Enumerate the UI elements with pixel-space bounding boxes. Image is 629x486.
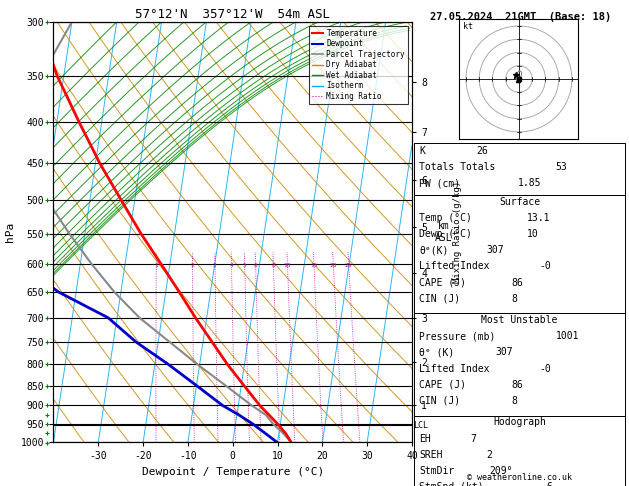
- Text: kt: kt: [464, 22, 474, 31]
- Text: CIN (J): CIN (J): [419, 396, 460, 406]
- Text: Totals Totals: Totals Totals: [419, 162, 495, 173]
- Y-axis label: km
ASL: km ASL: [435, 221, 452, 243]
- Text: CIN (J): CIN (J): [419, 294, 460, 304]
- Text: 4: 4: [230, 263, 233, 268]
- Text: 25: 25: [345, 263, 352, 268]
- Text: 1001: 1001: [555, 331, 579, 342]
- Text: θᵉ(K): θᵉ(K): [419, 245, 448, 256]
- Text: EH: EH: [419, 434, 431, 444]
- Text: 1: 1: [154, 263, 158, 268]
- Text: 209°: 209°: [489, 466, 513, 476]
- Text: 13.1: 13.1: [527, 213, 550, 224]
- Text: 7: 7: [470, 434, 476, 444]
- Text: 15: 15: [310, 263, 318, 268]
- Text: CAPE (J): CAPE (J): [419, 278, 466, 288]
- Text: 8: 8: [511, 396, 517, 406]
- Text: 20: 20: [330, 263, 337, 268]
- Text: StmSpd (kt): StmSpd (kt): [419, 482, 484, 486]
- Text: K: K: [419, 146, 425, 156]
- Text: 86: 86: [511, 278, 523, 288]
- Text: Hodograph: Hodograph: [493, 417, 546, 428]
- Text: 10: 10: [284, 263, 291, 268]
- Text: PW (cm): PW (cm): [419, 178, 460, 189]
- Text: 1.85: 1.85: [518, 178, 541, 189]
- Text: Dewp (°C): Dewp (°C): [419, 229, 472, 240]
- Text: 6: 6: [253, 263, 257, 268]
- Text: StmDir: StmDir: [419, 466, 454, 476]
- Text: 53: 53: [555, 162, 567, 173]
- Y-axis label: hPa: hPa: [6, 222, 15, 242]
- Text: 6: 6: [546, 482, 552, 486]
- Title: 57°12'N  357°12'W  54m ASL: 57°12'N 357°12'W 54m ASL: [135, 8, 330, 21]
- Text: 10: 10: [527, 229, 539, 240]
- Text: LCL: LCL: [413, 420, 428, 430]
- Text: 8: 8: [272, 263, 276, 268]
- Text: 2: 2: [486, 450, 492, 460]
- Text: 86: 86: [511, 380, 523, 390]
- Text: Most Unstable: Most Unstable: [481, 315, 558, 326]
- Text: Lifted Index: Lifted Index: [419, 261, 489, 272]
- Text: 307: 307: [496, 347, 513, 358]
- Text: Pressure (mb): Pressure (mb): [419, 331, 495, 342]
- Text: 3: 3: [213, 263, 217, 268]
- X-axis label: Dewpoint / Temperature (°C): Dewpoint / Temperature (°C): [142, 467, 324, 477]
- Text: Temp (°C): Temp (°C): [419, 213, 472, 224]
- Text: Lifted Index: Lifted Index: [419, 364, 489, 374]
- Text: Surface: Surface: [499, 197, 540, 208]
- Text: 27.05.2024  21GMT  (Base: 18): 27.05.2024 21GMT (Base: 18): [430, 12, 611, 22]
- Text: 8: 8: [511, 294, 517, 304]
- Text: © weatheronline.co.uk: © weatheronline.co.uk: [467, 473, 572, 482]
- Text: θᵉ (K): θᵉ (K): [419, 347, 454, 358]
- Text: -0: -0: [540, 364, 552, 374]
- Text: CAPE (J): CAPE (J): [419, 380, 466, 390]
- Text: 307: 307: [486, 245, 504, 256]
- Text: -0: -0: [540, 261, 552, 272]
- Text: Mixing Ratio (g/kg): Mixing Ratio (g/kg): [454, 181, 462, 283]
- Text: SREH: SREH: [419, 450, 442, 460]
- Text: 26: 26: [477, 146, 489, 156]
- Text: 2: 2: [191, 263, 194, 268]
- Legend: Temperature, Dewpoint, Parcel Trajectory, Dry Adiabat, Wet Adiabat, Isotherm, Mi: Temperature, Dewpoint, Parcel Trajectory…: [309, 26, 408, 104]
- Text: 5: 5: [243, 263, 247, 268]
